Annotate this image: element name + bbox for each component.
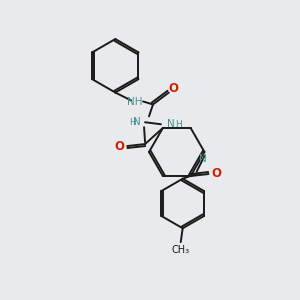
Text: H: H <box>129 118 136 127</box>
Text: O: O <box>169 82 179 95</box>
Text: N: N <box>199 154 206 164</box>
Text: N: N <box>167 119 175 129</box>
Text: O: O <box>212 167 221 179</box>
Text: NH: NH <box>127 98 143 107</box>
Text: CH₃: CH₃ <box>172 245 190 255</box>
Text: H: H <box>175 120 181 129</box>
Text: O: O <box>114 140 124 152</box>
Text: N: N <box>133 117 141 127</box>
